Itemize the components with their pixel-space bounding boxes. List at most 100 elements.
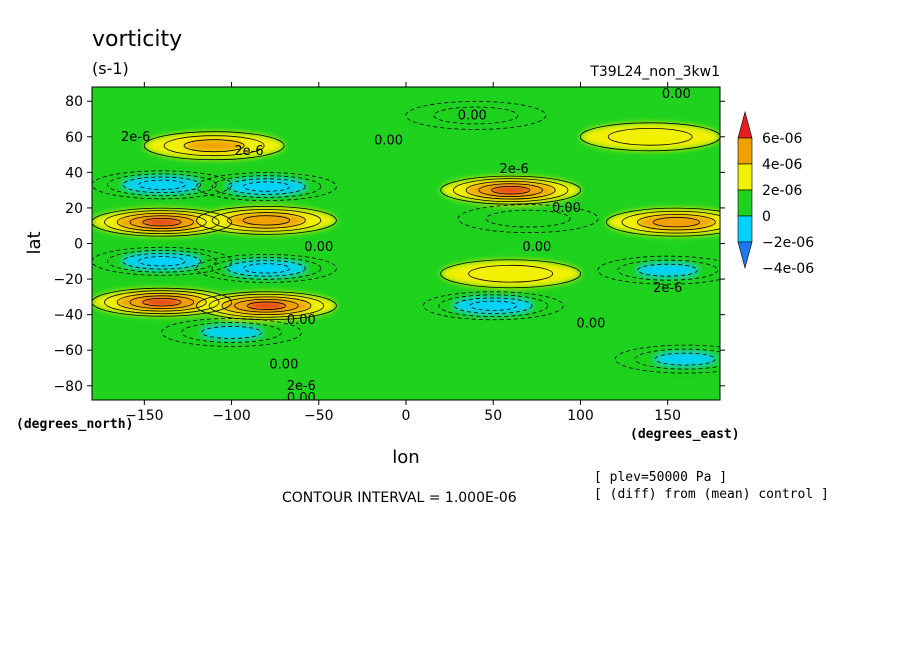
x-tick-label-3: 0 — [402, 408, 411, 424]
contour-feature-15-level-3 — [637, 213, 716, 231]
x-axis: −150 −100 −50 0 50 100 150 — [125, 82, 681, 424]
colorbar-label-4: −2e-06 — [762, 235, 814, 251]
field-feature-4-level-4 — [243, 181, 290, 192]
contour-feature-8-level-3 — [183, 139, 245, 153]
contour-label-11: 0.00 — [576, 317, 605, 332]
contour-feature-2-level-4 — [138, 256, 186, 267]
field-feature-8-level-3 — [184, 139, 245, 152]
contour-feature-4-level-2 — [211, 175, 322, 198]
colorbar-swatch-4 — [737, 215, 753, 243]
contour-feature-18-level-2 — [607, 127, 693, 146]
contour-feature-2-level-3 — [122, 253, 202, 270]
contour-feature-11-level-4 — [478, 183, 543, 197]
contour-feature-11-level-3 — [465, 180, 556, 200]
y-tick-label-5: −20 — [53, 272, 83, 288]
contour-label-1: 2e-6 — [234, 144, 263, 159]
y-tick-label-4: 0 — [74, 237, 83, 253]
colorbar-label-1: 4e-06 — [762, 157, 802, 173]
colorbar-label-3: 0 — [762, 209, 771, 225]
contour-feature-17-level-2 — [634, 348, 720, 370]
contour-feature-4-level-1 — [196, 172, 337, 201]
contour-feature-11-level-2 — [452, 178, 569, 203]
contour-interval-text: CONTOUR INTERVAL = 1.000E-06 — [282, 490, 517, 506]
run-label: T39L24_non_3kw1 — [589, 64, 720, 80]
contour-feature-5-level-1 — [196, 205, 337, 235]
field-feature-16-level-3 — [637, 264, 698, 277]
colorbar-swatch-3 — [737, 189, 753, 217]
y-axis: 80 60 40 20 0 −20 −40 −60 −80 — [53, 94, 725, 395]
field-feature-12-level-2 — [468, 265, 553, 283]
contour-feature-11-level-1 — [440, 175, 582, 205]
contour-label-5: 2e-6 — [500, 162, 529, 177]
colorbar-label-2: 2e-06 — [762, 183, 802, 199]
contour-feature-6-level-4 — [242, 263, 291, 274]
contour-feature-7-level-1 — [196, 291, 337, 321]
field-feature-1-level-5 — [142, 218, 181, 226]
contour-feature-4-level-3 — [227, 178, 306, 195]
contour-feature-0-level-4 — [138, 179, 186, 190]
x-tick-label-5: 100 — [567, 408, 594, 424]
x-tick-label-4: 50 — [484, 408, 502, 424]
contour-feature-8-level-2 — [163, 135, 265, 157]
contour-feature-15-level-4 — [652, 217, 701, 228]
chart-title: vorticity — [92, 27, 182, 52]
contour-label-12: 0.00 — [269, 357, 298, 372]
contour-feature-17-level-1 — [614, 344, 720, 374]
contour-label-13: 2e-6 — [287, 379, 316, 394]
contour-feature-10-level-2 — [433, 106, 519, 125]
contour-feature-1-level-5 — [142, 217, 182, 227]
colorbar-label-5: −4e-06 — [762, 261, 814, 277]
contour-feature-16-level-1 — [597, 255, 720, 285]
contour-label-10: 0.00 — [287, 313, 316, 328]
y-units-label: (degrees_north) — [16, 417, 133, 432]
y-tick-label-6: −40 — [53, 308, 83, 324]
field-feature-6-level-4 — [243, 263, 290, 274]
contour-feature-5-level-2 — [211, 209, 322, 232]
field-feature-15-level-4 — [653, 217, 700, 227]
contour-feature-12-level-2 — [468, 264, 554, 283]
contour-feature-7-level-5 — [246, 301, 286, 310]
contour-label-3: 0.00 — [458, 108, 487, 123]
contour-labels: 2e-6 2e-6 0.00 0.00 0.00 2e-6 0.00 0.00 0.00 2e-6… — [121, 87, 691, 400]
y-tick-label-8: −80 — [53, 379, 83, 395]
contour-feature-14-level-2 — [485, 209, 571, 228]
contour-feature-16-level-2 — [617, 259, 719, 281]
contour-feature-7-level-2 — [208, 293, 325, 318]
contour-label-8: 0.00 — [522, 240, 551, 255]
contour-feature-5-level-3 — [227, 212, 306, 229]
y-tick-label-0: 80 — [65, 94, 83, 110]
plot-area: 2e-6 2e-6 0.00 0.00 0.00 2e-6 0.00 0.00 0.00 2e-6… — [92, 87, 720, 400]
contour-feature-10-level-1 — [405, 101, 547, 130]
contour-feature-3-level-5 — [142, 297, 182, 307]
contour-feature-2-level-1 — [92, 246, 233, 276]
contour-feature-6-level-1 — [196, 253, 337, 283]
contour-feature-15-level-1 — [606, 207, 720, 237]
x-axis-label: lon — [392, 447, 419, 468]
field-feature-14-level-2 — [486, 210, 571, 228]
contour-feature-0-level-3 — [122, 176, 202, 194]
y-axis-label: lat — [24, 231, 45, 254]
colorbar-swatch-1 — [737, 137, 753, 165]
field-feature-5-level-4 — [243, 215, 290, 226]
y-tick-label-3: 20 — [65, 201, 83, 217]
field-feature-11-level-5 — [491, 186, 530, 194]
contour-label-2: 0.00 — [374, 133, 403, 148]
colorbar-swatch-0 — [737, 110, 753, 139]
contour-feature-16-level-3 — [637, 263, 699, 277]
contour-feature-1-level-2 — [104, 210, 220, 235]
contour-feature-3-level-3 — [116, 292, 207, 312]
contour-label-9: 2e-6 — [653, 281, 682, 296]
contour-feature-7-level-4 — [234, 298, 299, 313]
contour-feature-5-level-4 — [242, 215, 291, 226]
field-feature-9-level-3 — [201, 326, 262, 339]
units-label: (s-1) — [92, 59, 129, 78]
contour-feature-7-level-3 — [221, 296, 312, 316]
contour-feature-6-level-3 — [227, 260, 306, 277]
contour-feature-13-level-4 — [469, 300, 517, 311]
contour-feature-6-level-2 — [211, 257, 322, 280]
contour-feature-12-level-1 — [440, 259, 582, 289]
y-tick-label-2: 40 — [65, 165, 83, 181]
contour-label-0: 2e-6 — [121, 130, 150, 145]
contour-feature-13-level-2 — [438, 294, 549, 318]
